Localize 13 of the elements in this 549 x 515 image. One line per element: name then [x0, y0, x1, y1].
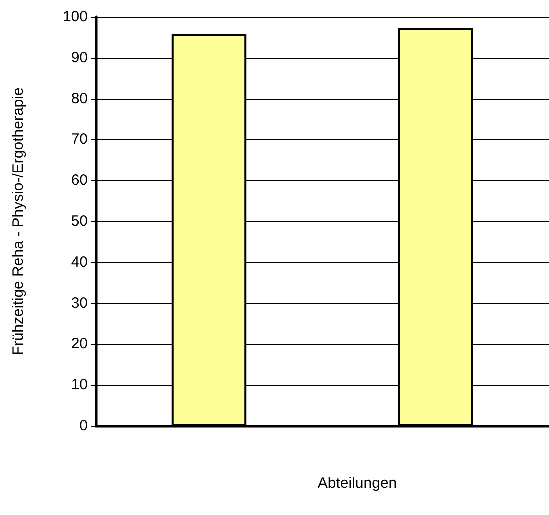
y-tick-label: 40 [71, 254, 88, 271]
y-tick-label: 20 [71, 336, 88, 353]
y-tick-label: 50 [71, 213, 88, 230]
y-tick-label: 10 [71, 376, 88, 394]
y-tick-label: 60 [71, 172, 88, 190]
y-axis-title: Frühzeitige Reha - Physio-/Ergotherapie [10, 88, 27, 356]
y-tick-label: 90 [71, 49, 88, 66]
y-tick-label: 0 [80, 418, 88, 434]
y-tick-label: 70 [71, 131, 88, 148]
y-tick-label: 100 [62, 8, 88, 26]
y-tick-label: 80 [71, 90, 88, 108]
x-axis-title: Abteilungen [318, 475, 398, 492]
y-tick-label: 30 [71, 294, 88, 312]
